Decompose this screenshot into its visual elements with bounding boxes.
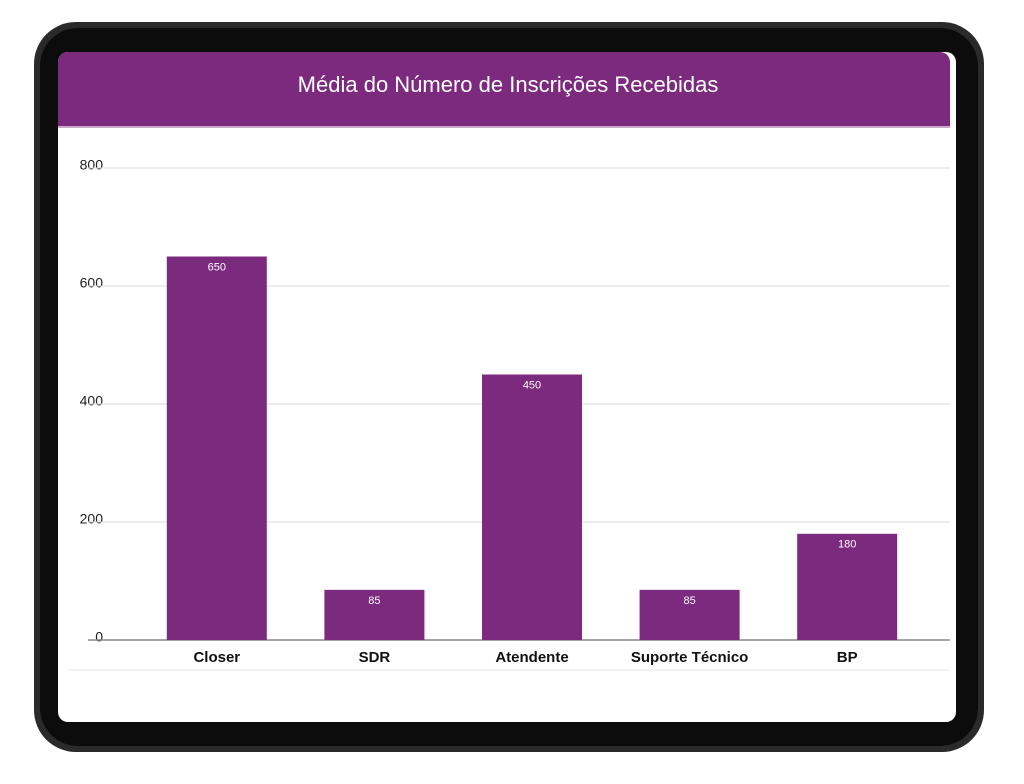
value-label: 180: [838, 539, 856, 551]
bar: [639, 589, 740, 640]
bar: [324, 589, 425, 640]
y-tick-label: 600: [80, 275, 104, 291]
x-tick-label: SDR: [359, 649, 391, 666]
y-tick-label: 400: [80, 393, 104, 409]
value-label: 85: [683, 595, 695, 607]
value-label: 650: [208, 261, 226, 273]
x-tick-label: Atendente: [495, 649, 568, 666]
header: [58, 52, 950, 126]
chart-title: Média do Número de Inscrições Recebidas: [298, 72, 719, 97]
x-tick-label: Suporte Técnico: [631, 649, 749, 666]
y-tick-label: 200: [80, 511, 104, 527]
bar: [482, 374, 582, 640]
y-tick-label: 0: [95, 629, 103, 645]
y-tick-label: 800: [80, 157, 104, 173]
bar: [797, 533, 898, 640]
value-label: 450: [523, 379, 541, 391]
value-label: 85: [368, 595, 380, 607]
x-tick-label: Closer: [193, 649, 240, 666]
plot: 0 200 400 600 800 650 Closer 85 SDR 450 Atendente 8…: [80, 157, 950, 666]
bar: [166, 256, 267, 640]
x-tick-label: BP: [837, 649, 858, 666]
